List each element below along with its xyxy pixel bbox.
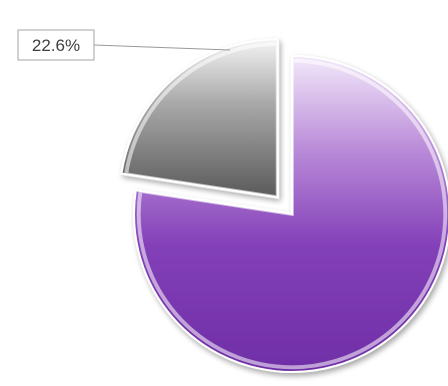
data-label-1: 22.6% [32, 36, 80, 55]
pie-slice-1 [120, 38, 279, 199]
pie-slice-bevel-0 [136, 58, 448, 370]
pie-data-labels: 22.6% [17, 29, 231, 61]
pie-slice-bevel-1 [123, 42, 280, 200]
pie-slices [120, 38, 448, 373]
data-label-leader-line [93, 44, 231, 51]
data-label-box [17, 29, 95, 61]
